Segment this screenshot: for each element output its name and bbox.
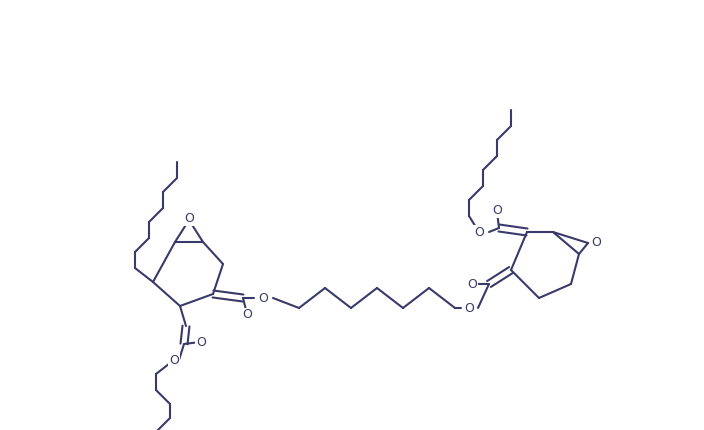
Text: O: O bbox=[169, 353, 179, 366]
Text: O: O bbox=[467, 277, 477, 291]
Text: O: O bbox=[492, 205, 502, 218]
Text: O: O bbox=[258, 292, 268, 304]
Text: O: O bbox=[242, 308, 252, 322]
Text: O: O bbox=[474, 225, 484, 239]
Text: O: O bbox=[591, 237, 601, 249]
Text: O: O bbox=[464, 301, 474, 314]
Text: O: O bbox=[196, 335, 206, 348]
Text: O: O bbox=[184, 212, 194, 225]
